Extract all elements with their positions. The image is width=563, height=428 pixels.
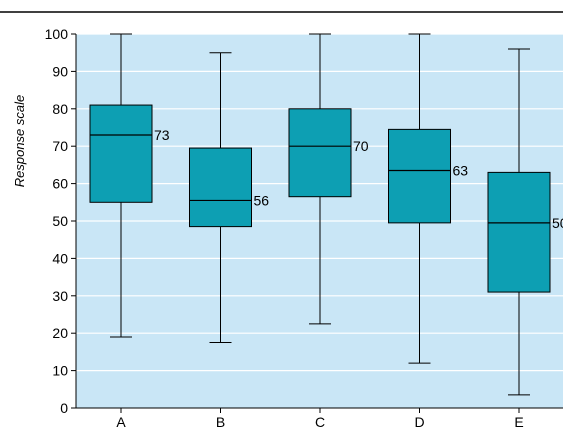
iqr-box xyxy=(89,104,153,203)
x-tick-label: A xyxy=(116,414,126,428)
box-C: 70 xyxy=(288,33,369,325)
median-label: 63 xyxy=(453,163,469,179)
y-tick-label: 20 xyxy=(52,325,68,341)
box-D: 63 xyxy=(388,33,469,364)
y-tick-label: 40 xyxy=(52,250,68,266)
y-tick-label: 50 xyxy=(52,213,68,229)
box-B: 56 xyxy=(189,52,270,344)
y-tick-label: 70 xyxy=(52,138,68,154)
x-tick-label: C xyxy=(315,414,325,428)
box-A: 73 xyxy=(89,33,170,338)
median-label: 50 xyxy=(552,215,563,231)
median-label: 56 xyxy=(254,192,270,208)
iqr-box xyxy=(288,108,352,198)
y-tick-label: 0 xyxy=(60,400,68,416)
box-E: 50 xyxy=(487,48,563,396)
iqr-box xyxy=(189,147,252,228)
median-label: 70 xyxy=(353,138,369,154)
x-tick-label: B xyxy=(216,414,225,428)
y-axis-title: Response scale xyxy=(12,95,27,188)
y-tick-label: 30 xyxy=(52,288,68,304)
x-tick-label: E xyxy=(514,414,523,428)
median-label: 73 xyxy=(154,127,170,143)
boxes: 73 56 70 63 50 xyxy=(89,33,563,396)
iqr-box xyxy=(388,128,451,224)
y-tick-label: 10 xyxy=(52,363,68,379)
axes: 0 10 20 30 40 50 60 70 80 90 100 A B C D E xyxy=(45,26,563,428)
y-tick-label: 100 xyxy=(45,26,69,42)
y-tick-label: 80 xyxy=(52,101,68,117)
x-tick-label: D xyxy=(414,414,424,428)
y-tick-label: 60 xyxy=(52,176,68,192)
y-tick-label: 90 xyxy=(52,63,68,79)
iqr-box xyxy=(487,171,551,293)
